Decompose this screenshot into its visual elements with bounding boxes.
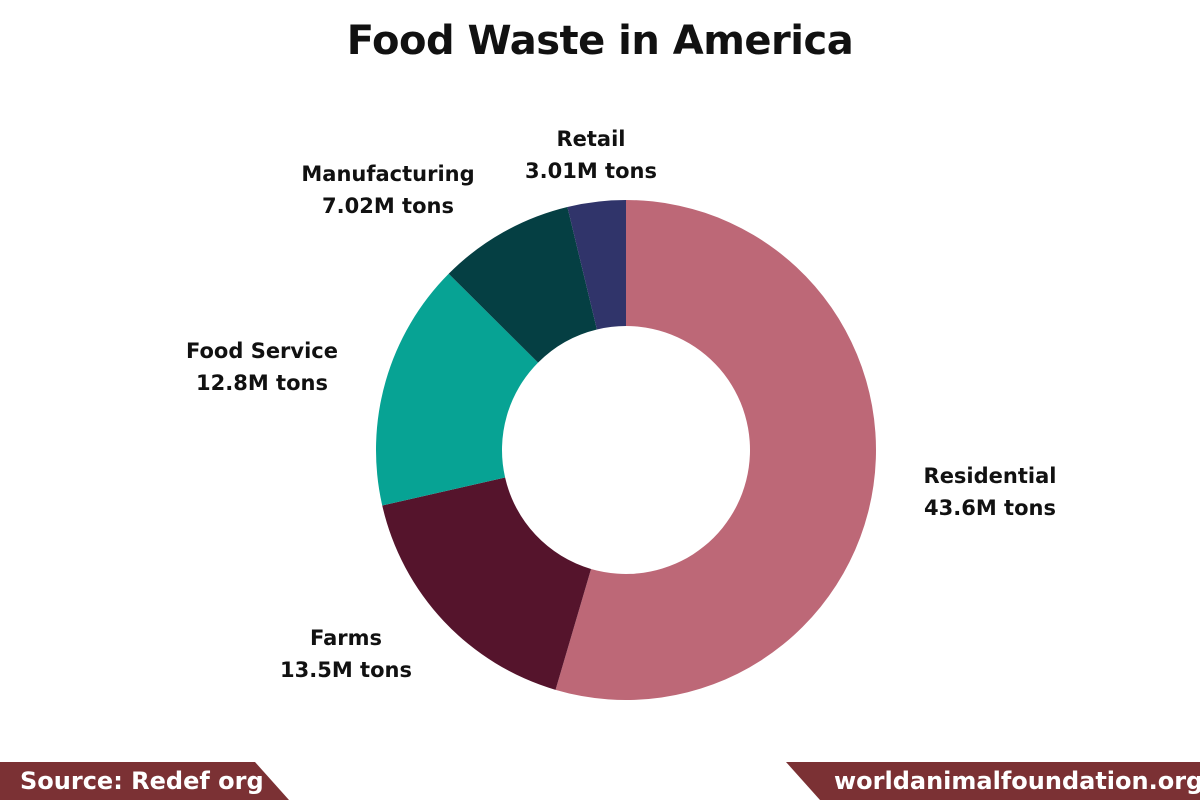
slice-retail bbox=[567, 200, 626, 330]
label-manufacturing-value: 7.02M tons bbox=[322, 194, 454, 218]
label-farms: Farms 13.5M tons bbox=[280, 622, 412, 686]
label-retail: Retail 3.01M tons bbox=[525, 123, 657, 187]
label-manufacturing: Manufacturing 7.02M tons bbox=[301, 158, 474, 222]
label-retail-name: Retail bbox=[556, 127, 626, 151]
label-farms-value: 13.5M tons bbox=[280, 658, 412, 682]
slice-manufacturing bbox=[448, 206, 597, 363]
slice-residential bbox=[555, 200, 876, 700]
website-banner[interactable]: worldanimalfoundation.org bbox=[786, 762, 1200, 800]
slice-farms bbox=[382, 477, 592, 690]
label-residential-value: 43.6M tons bbox=[924, 496, 1056, 520]
source-banner: Source: Redef org bbox=[0, 762, 289, 800]
chart-title: Food Waste in America bbox=[346, 18, 854, 64]
slice-food-service bbox=[375, 273, 539, 506]
label-food-service-value: 12.8M tons bbox=[196, 371, 328, 395]
label-food-service-name: Food Service bbox=[186, 339, 338, 363]
label-residential-name: Residential bbox=[923, 464, 1057, 488]
label-retail-value: 3.01M tons bbox=[525, 159, 657, 183]
label-residential: Residential 43.6M tons bbox=[924, 460, 1057, 524]
label-food-service: Food Service 12.8M tons bbox=[186, 335, 338, 399]
label-manufacturing-name: Manufacturing bbox=[301, 162, 475, 186]
label-farms-name: Farms bbox=[309, 626, 383, 650]
